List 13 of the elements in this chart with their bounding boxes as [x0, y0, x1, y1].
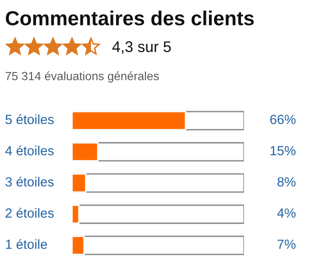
data-label: 15% — [270, 146, 296, 156]
data-label: 66% — [270, 114, 296, 124]
y-tick-label: 4 étoiles — [5, 145, 54, 156]
y-tick-label: 2 étoiles — [6, 208, 54, 218]
chart-title: Commentaires des clients — [6, 10, 254, 26]
y-tick-label: 5 étoiles — [6, 114, 54, 124]
data-label: 7% — [278, 240, 296, 249]
data-label: 8% — [278, 177, 296, 187]
y-tick-label: 3 étoiles — [6, 176, 54, 187]
data-label: 4% — [277, 208, 296, 218]
text: 4,3 sur 5 — [112, 41, 171, 54]
chart-subtitle: 75 314 évaluations générales — [6, 71, 159, 83]
y-tick-label: 1 étoile — [6, 239, 47, 249]
